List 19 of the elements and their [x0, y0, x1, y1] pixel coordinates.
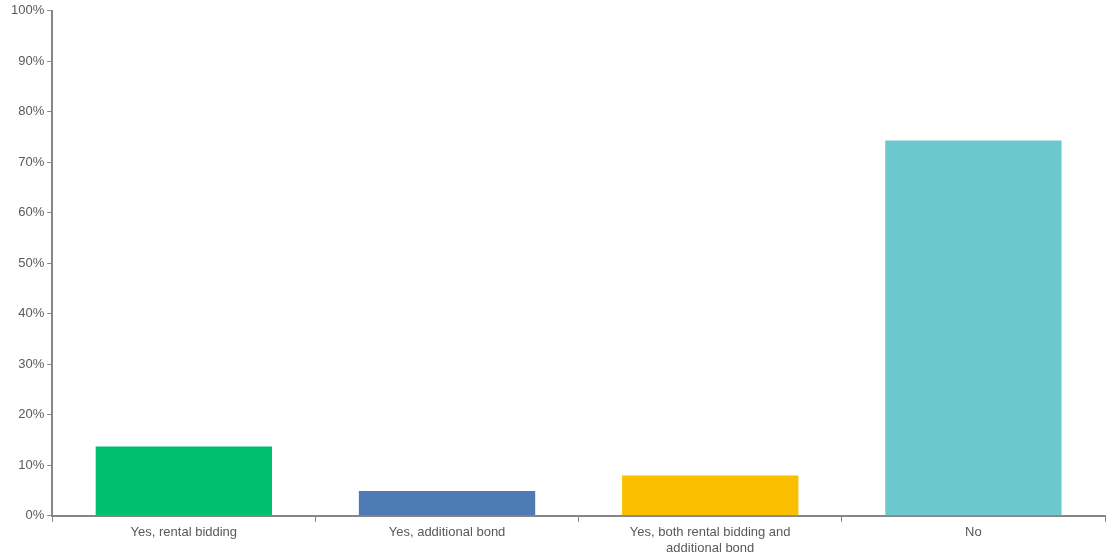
y-tick-label: 20%: [18, 406, 45, 422]
x-tick-label: No: [965, 524, 982, 540]
bar: [95, 446, 273, 516]
y-tick-label: 90%: [18, 52, 45, 68]
bar: [885, 140, 1062, 516]
y-tick-label: 50%: [18, 254, 45, 270]
y-tick-label: 100%: [11, 2, 45, 18]
y-tick-label: 80%: [18, 103, 45, 119]
y-tick-label: 0%: [25, 507, 45, 523]
bar: [622, 475, 799, 516]
x-tick-label: Yes, rental bidding: [130, 524, 238, 540]
bar: [358, 491, 536, 516]
y-tick-label: 60%: [18, 204, 45, 220]
y-tick-label: 40%: [18, 305, 45, 321]
y-tick-label: 70%: [18, 153, 45, 169]
x-tick-label: Yes, additional bond: [388, 524, 506, 540]
x-tick-label: Yes, both rental bidding and additional bond: [629, 524, 791, 555]
y-tick-label: 10%: [18, 456, 45, 472]
y-tick-label: 30%: [18, 355, 45, 371]
